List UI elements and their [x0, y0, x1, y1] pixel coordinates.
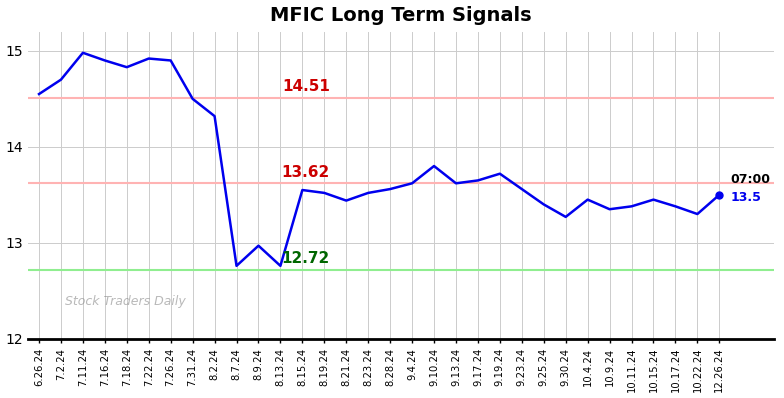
Text: 13.62: 13.62: [281, 165, 330, 179]
Text: 07:00: 07:00: [730, 173, 771, 186]
Text: Stock Traders Daily: Stock Traders Daily: [65, 295, 186, 308]
Text: 12.72: 12.72: [281, 251, 330, 266]
Text: 13.5: 13.5: [730, 191, 761, 204]
Title: MFIC Long Term Signals: MFIC Long Term Signals: [270, 6, 532, 25]
Text: 14.51: 14.51: [282, 79, 330, 94]
